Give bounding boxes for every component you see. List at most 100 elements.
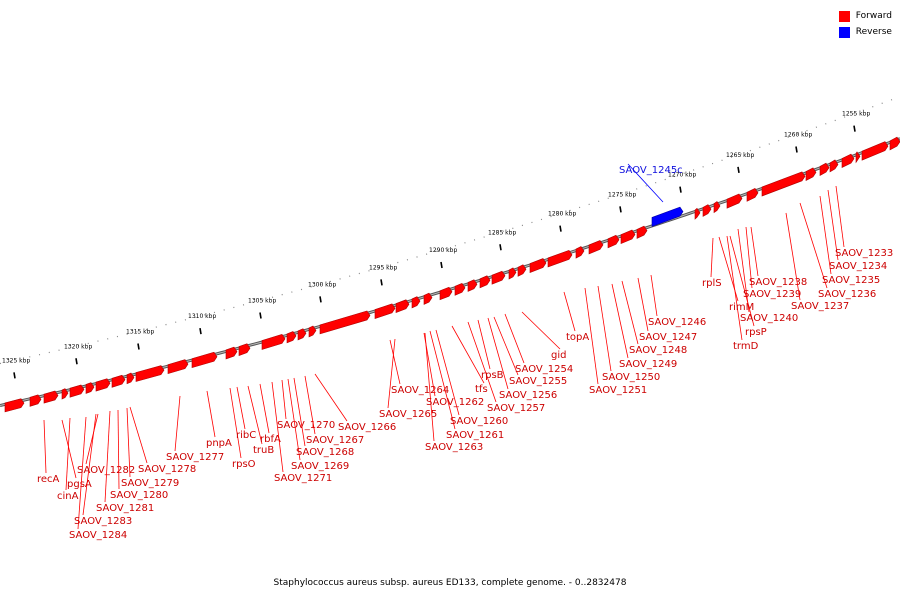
gene-label[interactable]: SAOV_1283 xyxy=(74,516,132,527)
gene-label[interactable]: SAOV_1248 xyxy=(629,345,687,356)
forward-gene[interactable] xyxy=(508,267,517,280)
gene-label[interactable]: SAOV_1237 xyxy=(791,301,849,312)
gene-label[interactable]: SAOV_1271 xyxy=(274,473,332,484)
forward-gene[interactable] xyxy=(411,296,421,309)
gene-label[interactable]: pnpA xyxy=(206,438,232,449)
forward-gene[interactable] xyxy=(636,225,648,239)
forward-gene[interactable] xyxy=(69,384,85,398)
forward-gene[interactable] xyxy=(467,279,478,292)
forward-gene[interactable] xyxy=(517,264,527,277)
forward-gene[interactable] xyxy=(726,193,743,209)
gene-label[interactable]: SAOV_1269 xyxy=(291,461,349,472)
forward-gene[interactable] xyxy=(702,204,712,217)
forward-gene[interactable] xyxy=(575,246,585,259)
gene-label[interactable]: gid xyxy=(551,350,566,361)
forward-gene[interactable] xyxy=(479,275,491,289)
forward-gene[interactable] xyxy=(286,331,297,344)
gene-label[interactable]: SAOV_1256 xyxy=(499,390,557,401)
forward-gene[interactable] xyxy=(423,292,433,305)
forward-gene[interactable] xyxy=(308,325,317,338)
gene-label[interactable]: SAOV_1280 xyxy=(110,490,168,501)
gene-label[interactable]: SAOV_1240 xyxy=(740,313,798,324)
gene-label[interactable]: SAOV_1255 xyxy=(509,376,567,387)
forward-gene[interactable] xyxy=(29,394,42,407)
gene-label[interactable]: rpsB xyxy=(481,370,504,381)
gene-label[interactable]: topA xyxy=(566,332,589,343)
forward-gene[interactable] xyxy=(126,372,135,385)
gene-label[interactable]: SAOV_1235 xyxy=(822,275,880,286)
forward-gene[interactable] xyxy=(819,162,830,176)
forward-gene[interactable] xyxy=(95,378,111,392)
gene-label[interactable]: SAOV_1281 xyxy=(96,503,154,514)
forward-gene[interactable] xyxy=(238,343,251,356)
forward-gene[interactable] xyxy=(761,171,806,197)
gene-label[interactable]: SAOV_1249 xyxy=(619,359,677,370)
gene-label[interactable]: SAOV_1236 xyxy=(818,289,876,300)
forward-gene[interactable] xyxy=(805,167,817,181)
gene-label[interactable]: truB xyxy=(253,445,274,456)
gene-label[interactable]: SAOV_1239 xyxy=(743,289,801,300)
gene-label[interactable]: cinA xyxy=(57,491,79,502)
forward-gene[interactable] xyxy=(439,286,453,301)
forward-gene[interactable] xyxy=(491,270,506,285)
gene-label[interactable]: SAOV_1277 xyxy=(166,452,224,463)
forward-gene[interactable] xyxy=(694,207,701,220)
gene-label[interactable]: SAOV_1279 xyxy=(121,478,179,489)
forward-gene[interactable] xyxy=(319,310,371,335)
forward-gene[interactable] xyxy=(713,201,721,214)
gene-label[interactable]: ribC xyxy=(236,430,256,441)
gene-label[interactable]: SAOV_1265 xyxy=(379,409,437,420)
forward-gene[interactable] xyxy=(607,234,620,249)
gene-label[interactable]: rbfA xyxy=(260,434,281,445)
gene-label[interactable]: SAOV_1250 xyxy=(602,372,660,383)
gene-label[interactable]: rpsO xyxy=(232,459,256,470)
forward-gene[interactable] xyxy=(167,359,189,375)
forward-gene[interactable] xyxy=(43,390,59,404)
gene-label[interactable]: SAOV_1254 xyxy=(515,364,573,375)
forward-gene[interactable] xyxy=(395,299,410,313)
gene-label[interactable]: SAOV_1251 xyxy=(589,385,647,396)
forward-gene[interactable] xyxy=(588,240,604,255)
gene-label[interactable]: SAOV_1247 xyxy=(639,332,697,343)
gene-label[interactable]: SAOV_1278 xyxy=(138,464,196,475)
gene-label[interactable]: SAOV_1267 xyxy=(306,435,364,446)
gene-label[interactable]: SAOV_1268 xyxy=(296,447,354,458)
forward-gene[interactable] xyxy=(855,151,861,164)
forward-gene[interactable] xyxy=(61,388,69,400)
gene-label[interactable]: SAOV_1261 xyxy=(446,430,504,441)
reverse-gene[interactable] xyxy=(651,206,684,227)
gene-label[interactable]: SAOV_1284 xyxy=(69,530,127,541)
gene-label[interactable]: rimM xyxy=(729,302,754,313)
forward-gene[interactable] xyxy=(529,258,547,273)
gene-label[interactable]: SAOV_1238 xyxy=(749,277,807,288)
gene-label[interactable]: SAOV_1266 xyxy=(338,422,396,433)
forward-gene[interactable] xyxy=(829,159,839,173)
forward-gene[interactable] xyxy=(191,351,218,369)
forward-gene[interactable] xyxy=(297,328,307,341)
gene-label[interactable]: SAOV_1246 xyxy=(648,317,706,328)
gene-label[interactable]: rpsP xyxy=(745,327,767,338)
forward-gene[interactable] xyxy=(861,141,889,161)
gene-label[interactable]: SAOV_1264 xyxy=(391,385,449,396)
forward-gene[interactable] xyxy=(374,303,396,319)
forward-gene[interactable] xyxy=(4,398,25,413)
forward-gene[interactable] xyxy=(841,153,855,168)
gene-label[interactable]: SAOV_1257 xyxy=(487,403,545,414)
forward-gene[interactable] xyxy=(746,188,759,202)
gene-label[interactable]: recA xyxy=(37,474,60,485)
gene-label[interactable]: trmD xyxy=(733,341,759,352)
forward-gene[interactable] xyxy=(261,334,286,350)
gene-label[interactable]: rplS xyxy=(702,278,722,289)
gene-label[interactable]: SAOV_1245c xyxy=(619,165,683,176)
forward-gene[interactable] xyxy=(135,365,165,382)
forward-gene[interactable] xyxy=(85,382,95,394)
forward-gene[interactable] xyxy=(620,229,636,245)
gene-label[interactable]: tfs xyxy=(475,384,488,395)
forward-gene[interactable] xyxy=(225,346,238,360)
forward-gene[interactable] xyxy=(547,249,573,268)
gene-label[interactable]: SAOV_1263 xyxy=(425,442,483,453)
gene-label[interactable]: SAOV_1282 xyxy=(77,465,135,476)
gene-label[interactable]: pgsA xyxy=(67,479,92,490)
forward-gene[interactable] xyxy=(454,282,466,296)
gene-label[interactable]: SAOV_1262 xyxy=(426,397,484,408)
